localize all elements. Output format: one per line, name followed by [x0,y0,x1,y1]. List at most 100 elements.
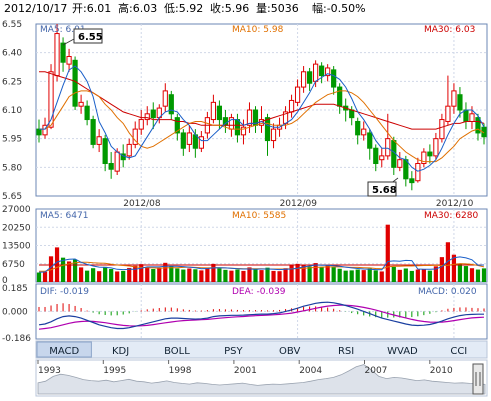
tab-label[interactable]: BOLL [164,346,190,357]
volume-bar [409,270,414,282]
high-price-marker-text: 6.55 [78,32,103,43]
quote-high: 高:6.03 [118,1,157,15]
tab-label[interactable]: WVAD [387,346,418,357]
volume-bar [403,268,408,282]
quote-open: 开:6.01 [72,2,111,15]
volume-bar [331,267,336,282]
volume-bar [181,269,186,282]
volume-bar [265,267,270,282]
price-y-tick: 5.65 [2,192,22,202]
price-y-tick: 5.80 [2,163,22,173]
tab-background[interactable] [262,342,317,357]
volume-bar [199,270,204,282]
candle-body [270,128,277,142]
volume-y-tick: 6750 [2,260,25,270]
macd-y-tick: -0.186 [2,334,31,344]
volume-bar [109,269,114,282]
volume-bar [253,269,258,282]
candle-body [48,71,54,128]
tab-psy[interactable]: PSY [206,342,261,357]
volume-bar [91,268,96,282]
candle-body [162,90,168,107]
tab-background[interactable] [36,341,92,358]
tab-background[interactable] [431,342,486,357]
history-x-tick: 1993 [38,366,61,376]
tab-boll[interactable]: BOLL [149,342,205,357]
candle-body [379,155,385,161]
volume-bar [60,257,66,282]
tab-background[interactable] [318,342,374,357]
volume-bar [72,259,78,282]
volume-bar [211,263,216,282]
candle-body [240,126,247,136]
volume-bar [133,265,138,282]
price-ma5-line [39,65,485,172]
candle-body [294,86,301,103]
volume-ma10-label: MA10: 5585 [232,211,286,221]
candle-body [234,119,241,136]
candle-body [174,117,180,134]
price-ma30-label: MA30: 6.03 [424,25,475,35]
price-ma5-label: MA5: 6.01 [40,25,86,35]
volume-bar [157,267,162,282]
candle-body [451,90,457,107]
tab-label[interactable]: CCI [450,346,467,357]
volume-bar [457,263,463,282]
candle-body [439,119,445,140]
quote-change: 幅:-0.50% [312,2,366,15]
candle-body [36,128,42,136]
volume-bar [97,271,102,282]
volume-bar [48,256,54,282]
candle-body [427,151,433,157]
volume-bar [145,267,150,282]
price-y-tick: 6.40 [2,49,22,59]
volume-bar [169,266,174,282]
tab-label[interactable]: KDJ [112,346,129,357]
tab-kdj[interactable]: KDJ [93,342,148,357]
macd-dif-line [38,301,484,330]
volume-bar [295,263,300,282]
price-y-tick: 5.95 [2,135,22,145]
candle-body [126,143,132,157]
tab-background[interactable] [206,342,261,357]
price-x-tick: 2012/08 [123,199,161,209]
tab-cci[interactable]: CCI [431,342,486,357]
candle-body [385,138,391,157]
tab-label[interactable]: MACD [49,346,79,357]
candle-body [325,67,331,77]
volume-bar [115,271,120,282]
volume-bar [187,268,192,282]
volume-bar [415,269,420,282]
candle-body [60,42,66,63]
history-range-handle[interactable] [472,363,484,395]
tab-label[interactable]: RSI [338,346,354,357]
tab-background[interactable] [375,342,430,357]
tab-background[interactable] [93,342,148,357]
tab-label[interactable]: PSY [224,346,243,357]
candle-body [102,138,108,165]
volume-y-tick: 27000 [2,205,31,215]
tab-background[interactable] [149,342,205,357]
volume-bar [66,261,72,282]
candle-body [78,101,84,107]
candle-body [463,109,469,122]
candle-body [288,99,295,113]
volume-bar [463,266,469,282]
volume-bar [343,270,348,282]
volume-bar [439,257,445,282]
candle-body [96,136,102,145]
tab-label[interactable]: OBV [279,346,300,357]
candle-body [397,159,403,168]
tab-obv[interactable]: OBV [262,342,317,357]
candle-body [54,33,60,77]
tab-wvad[interactable]: WVAD [375,342,430,357]
tab-macd[interactable]: MACD [36,341,92,358]
volume-bar [367,268,372,282]
candle-body [433,138,439,157]
candle-body [415,163,421,182]
price-y-tick: 6.10 [2,106,22,116]
tab-rsi[interactable]: RSI [318,342,374,357]
history-range-handle-box[interactable] [472,363,484,395]
candle-body [457,94,463,111]
